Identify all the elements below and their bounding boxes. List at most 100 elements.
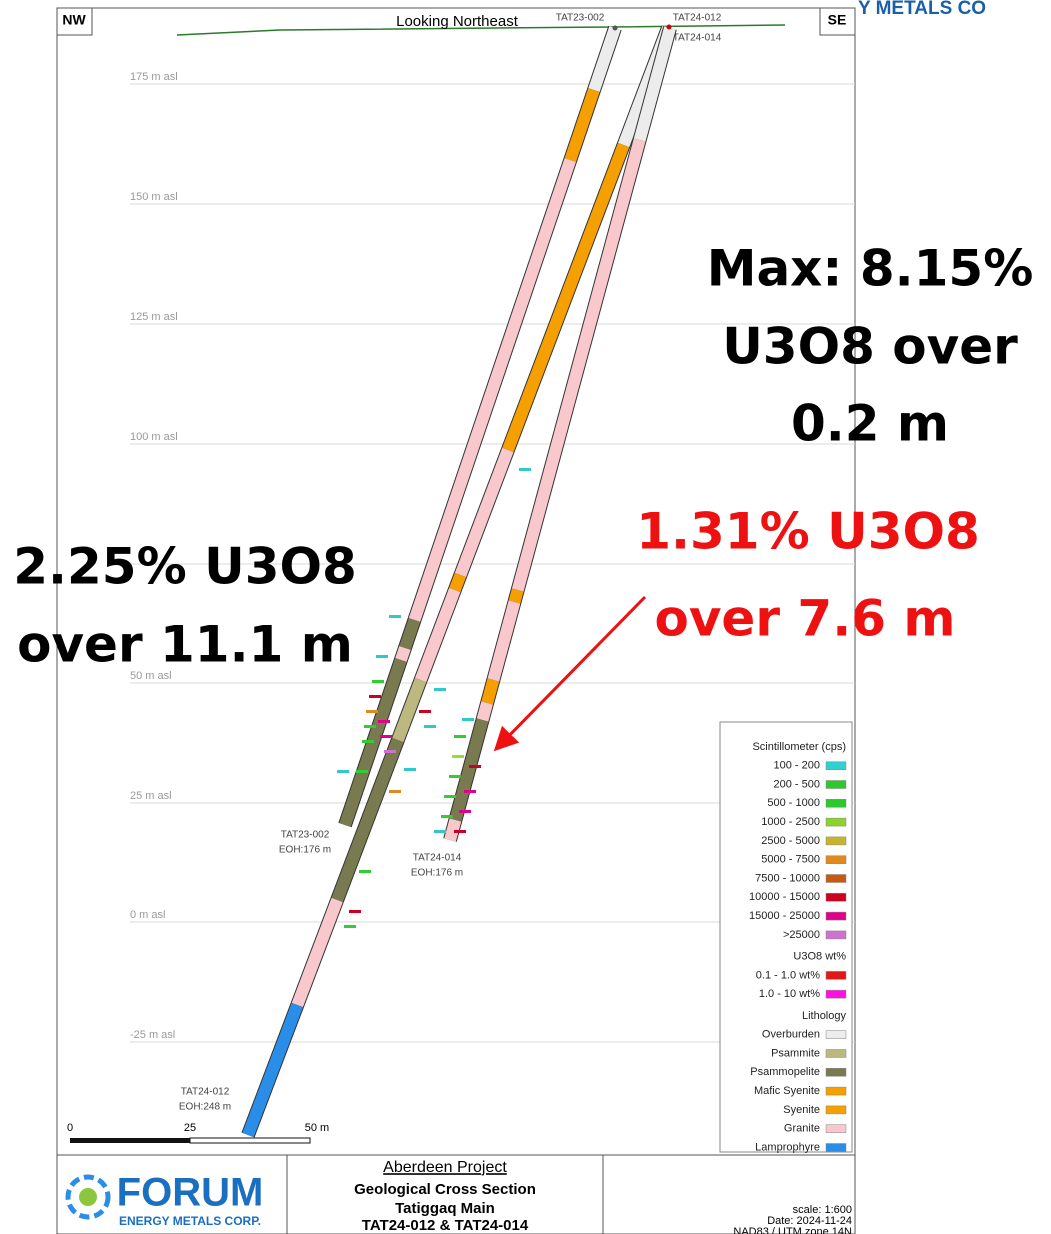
legend-label: 2500 - 5000 (761, 835, 820, 847)
hole-interval (395, 646, 411, 662)
hole-interval (481, 678, 500, 705)
scintillometer-tick (454, 830, 466, 833)
legend-label: 500 - 1000 (767, 797, 820, 809)
hole-interval (633, 26, 676, 142)
view-label: Looking Northeast (396, 13, 519, 30)
legend-swatch (825, 893, 847, 902)
hole-interval (564, 88, 600, 162)
legend-swatch (825, 1049, 847, 1058)
legend-items: Scintillometer (cps) 100 - 200 200 - 500 50… (749, 741, 846, 1154)
corner-label: SE (828, 12, 847, 28)
scintillometer-tick (366, 710, 378, 713)
legend-label: 1000 - 2500 (761, 816, 820, 828)
hole-interval (508, 588, 524, 604)
corner-label: NW (62, 12, 86, 28)
scale-label: 0 (67, 1122, 73, 1134)
scintillometer-tick (362, 740, 374, 743)
scintillometer-tick (369, 695, 381, 698)
scale-label: 25 (184, 1122, 196, 1134)
legend-swatch (825, 780, 847, 789)
logo-mark (65, 1174, 111, 1220)
scintillometer-tick (452, 755, 464, 758)
legend-swatch (825, 855, 847, 864)
legend-swatch (825, 971, 847, 980)
legend-label: 5000 - 7500 (761, 854, 820, 866)
scintillometer-tick (344, 925, 356, 928)
title-line: Tatiggaq Main (395, 1200, 495, 1217)
scale-bar (189, 1137, 311, 1144)
legend-swatch (825, 761, 847, 770)
hole-interval (331, 737, 404, 903)
elevation-label: 150 m asl (130, 191, 178, 203)
logo-fragment: Y METALS CO (858, 0, 986, 19)
collar (612, 25, 618, 31)
legend-swatch (825, 1030, 847, 1039)
hole-interval (449, 718, 489, 822)
legend-swatch (825, 1105, 847, 1115)
elevation-label: 25 m asl (130, 790, 172, 802)
project: Aberdeen Project (383, 1159, 507, 1176)
scintillometer-tick (441, 815, 453, 818)
scintillometer-tick (376, 655, 388, 658)
legend-label: Lamprophyre (755, 1141, 820, 1153)
hole-interval (449, 572, 467, 593)
hole-interval (588, 26, 621, 92)
hole-interval (502, 142, 630, 453)
legend-title: U3O8 wt% (793, 951, 846, 963)
legend-swatch (825, 836, 847, 846)
hole-interval (408, 158, 576, 622)
elevation-label: 0 m asl (130, 909, 165, 921)
annotation: U3O8 over (722, 318, 1018, 376)
annotation: over 7.6 m (654, 590, 955, 648)
scintillometer-tick (434, 830, 446, 833)
scintillometer-tick (454, 735, 466, 738)
legend-title: Lithology (802, 1010, 847, 1022)
title-line: TAT24-012 & TAT24-014 (362, 1217, 529, 1234)
meta: NAD83 / UTM zone 14N (733, 1226, 852, 1234)
legend-label: Psammopelite (750, 1066, 820, 1078)
collar-label: TAT23-002 (556, 13, 605, 24)
legend-label: Mafic Syenite (754, 1085, 820, 1097)
legend-swatch (825, 817, 847, 827)
scintillometer-tick (469, 765, 481, 768)
legend-label: 15000 - 25000 (749, 910, 820, 922)
legend-title: Scintillometer (cps) (752, 741, 846, 753)
scintillometer-tick (404, 768, 416, 771)
legend-label: 0.1 - 1.0 wt% (756, 969, 820, 981)
hole-label: TAT23-002 (281, 830, 330, 841)
hole-interval (242, 1002, 303, 1138)
scintillometer-tick (349, 910, 361, 913)
collar-label: TAT24-012 (673, 13, 722, 24)
legend-swatch (825, 1143, 847, 1152)
legend-label: >25000 (783, 929, 820, 941)
scintillometer-tick (372, 680, 384, 683)
hole-label: TAT24-012 (181, 1087, 230, 1098)
scintillometer-tick (459, 810, 471, 813)
legend-swatch (825, 1124, 847, 1133)
scintillometer-tick (449, 775, 461, 778)
drill-holes (241, 25, 677, 1138)
legend-label: Syenite (783, 1104, 820, 1116)
scintillometer-tick (444, 795, 456, 798)
scintillometer-tick (359, 870, 371, 873)
hole-eoh: EOH:176 m (279, 845, 331, 856)
hole-eoh: EOH:176 m (411, 868, 463, 879)
scintillometer-tick (434, 688, 446, 691)
collar (666, 24, 672, 30)
scintillometer-tick (356, 770, 368, 773)
legend-label: Overburden (762, 1029, 820, 1041)
scintillometer-tick (424, 725, 436, 728)
annotation: 1.31% U3O8 (636, 503, 980, 561)
legend-swatch (825, 874, 847, 883)
legend-label: Granite (784, 1123, 820, 1135)
corner-box (819, 7, 856, 36)
scintillometer-tick (384, 750, 396, 753)
legend-label: 100 - 200 (774, 760, 820, 772)
legend-label: 200 - 500 (774, 778, 820, 790)
hole-interval (454, 447, 514, 578)
annotation: over 11.1 m (17, 616, 353, 674)
title-block (56, 1154, 856, 1234)
collar-label: TAT24-014 (673, 33, 722, 44)
scintillometer-tick (389, 790, 401, 793)
